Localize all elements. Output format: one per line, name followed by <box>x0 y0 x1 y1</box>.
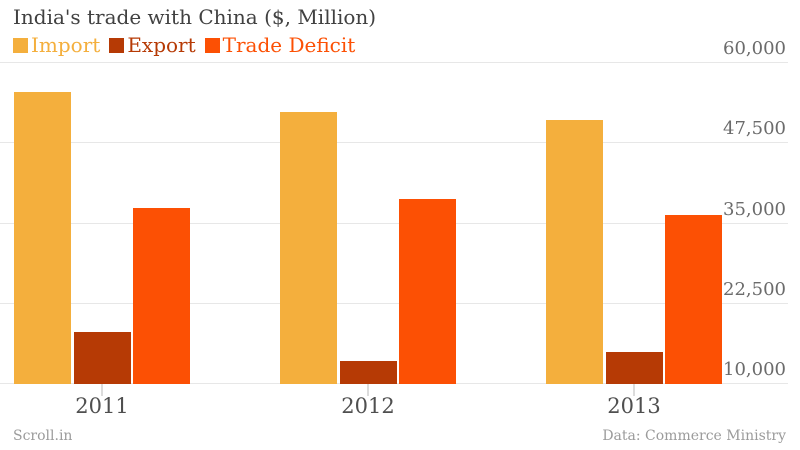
legend-swatch-import-icon <box>13 37 28 53</box>
data-source: Data: Commerce Ministry <box>602 428 786 444</box>
legend-label-import: Import <box>31 33 101 57</box>
bar-export-2013 <box>605 352 663 384</box>
bar-import-2013 <box>546 119 603 384</box>
x-axis-tick <box>367 384 369 396</box>
legend-item-trade-deficit: Trade Deficit <box>204 33 356 57</box>
gridline <box>0 302 788 304</box>
gridline <box>0 142 788 144</box>
y-axis-label: 35,000 <box>723 198 786 220</box>
legend-item-import: Import <box>13 35 100 55</box>
x-axis-label: 2012 <box>341 394 395 418</box>
x-axis-tick <box>633 384 635 396</box>
legend-swatch-export-icon <box>109 37 125 53</box>
y-axis-label: 22,500 <box>723 278 786 300</box>
bar-import-2011 <box>14 92 71 384</box>
legend-label-export: Export <box>127 33 196 57</box>
y-axis-label: 10,000 <box>723 359 786 380</box>
legend-swatch-trade-deficit-icon <box>204 37 220 53</box>
legend: Import Export Trade Deficit <box>13 35 355 55</box>
chart-title: India's trade with China ($, Million) <box>13 5 377 29</box>
bar-export-2012 <box>339 360 397 384</box>
x-axis-label: 2011 <box>75 394 129 418</box>
y-axis-label: 60,000 <box>723 38 786 59</box>
bar-trade-deficit-2013 <box>665 214 722 384</box>
bar-trade-deficit-2012 <box>399 198 456 384</box>
brand-scroll-in: Scroll.in <box>13 428 73 444</box>
gridline <box>0 62 788 63</box>
x-axis-tick <box>101 384 103 396</box>
gridline <box>0 222 788 224</box>
legend-label-trade-deficit: Trade Deficit <box>222 33 356 57</box>
y-axis-label: 47,500 <box>723 118 786 140</box>
bar-import-2012 <box>280 112 337 384</box>
bar-trade-deficit-2011 <box>133 208 190 384</box>
legend-item-export: Export <box>109 33 196 57</box>
bar-export-2011 <box>73 332 131 384</box>
x-axis-label: 2013 <box>607 394 661 418</box>
